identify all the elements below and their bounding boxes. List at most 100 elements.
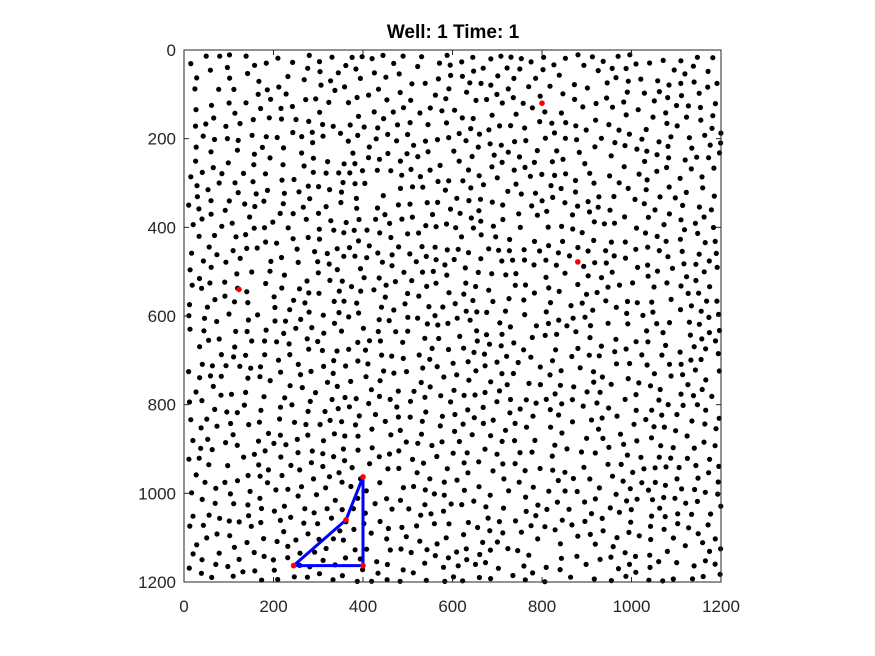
data-point [657,194,663,200]
data-point [311,510,317,516]
data-point [315,210,322,216]
data-point [579,300,585,306]
data-point [614,535,620,541]
data-point [701,214,707,220]
data-point [278,454,284,460]
data-point [574,488,580,495]
data-point [306,346,312,352]
data-point [507,396,514,403]
data-point [424,283,430,289]
data-point [332,87,338,93]
data-point [377,338,383,344]
data-point [662,482,669,488]
data-point [656,559,662,565]
data-point [400,355,406,361]
data-point [327,417,333,423]
data-point [359,168,366,174]
data-point [656,139,662,145]
data-point [453,225,459,231]
data-point [457,210,463,216]
data-point [710,224,717,231]
data-point [375,570,381,576]
data-point [278,105,284,111]
data-point [293,116,299,123]
data-point [518,529,525,535]
data-point [688,166,694,172]
data-point [591,180,597,186]
data-point [443,96,449,102]
data-point [224,64,230,71]
data-point [280,145,287,151]
data-point [419,418,425,424]
data-point [334,383,340,389]
data-point [293,325,299,331]
data-point [510,572,516,579]
data-point [658,443,664,449]
data-point [576,149,582,155]
data-point [682,157,688,163]
data-point [670,445,676,451]
data-point [383,74,389,80]
data-point [212,406,218,412]
data-point [324,506,330,512]
data-point [196,455,202,461]
data-point [352,181,358,187]
data-point [436,60,443,66]
data-point [255,312,261,318]
data-point [511,139,518,145]
data-point [303,216,309,222]
data-point [504,382,510,388]
data-point [461,532,467,538]
data-point [500,216,506,223]
data-point [555,250,562,256]
data-point [297,550,303,556]
data-point [241,402,247,408]
data-point [624,310,630,316]
data-point [365,361,371,367]
data-point [643,416,649,423]
data-point [331,358,337,364]
data-point [348,483,354,490]
data-point [374,167,380,173]
data-point [537,382,544,388]
data-point [511,438,518,444]
data-point [261,536,267,542]
data-point [645,262,651,268]
data-point [594,289,600,296]
data-point [405,328,411,334]
data-point [480,539,486,546]
data-point [255,438,262,444]
data-point [237,120,243,127]
data-point [199,557,205,563]
data-point [263,280,269,287]
data-point [251,162,257,168]
data-point [659,412,665,418]
data-point [376,393,383,399]
data-point [385,525,391,532]
data-point [189,282,195,288]
data-point [518,56,524,62]
highlight-point [575,259,581,265]
data-point [645,273,651,279]
data-point [432,244,438,250]
data-point [236,519,242,525]
data-point [444,247,450,253]
data-point [675,521,681,527]
data-point [388,432,394,438]
data-point [569,419,576,425]
data-point [560,91,566,97]
data-point [225,463,231,469]
data-point [680,402,686,408]
data-point [346,314,352,320]
data-point [638,76,644,82]
data-point [430,268,436,274]
data-point [673,428,679,434]
data-point [194,75,200,81]
data-point [377,480,383,486]
data-point [354,205,360,211]
data-point [483,504,489,510]
data-point [500,202,506,208]
data-point [446,521,452,527]
data-point [699,174,705,180]
data-point [218,352,224,358]
